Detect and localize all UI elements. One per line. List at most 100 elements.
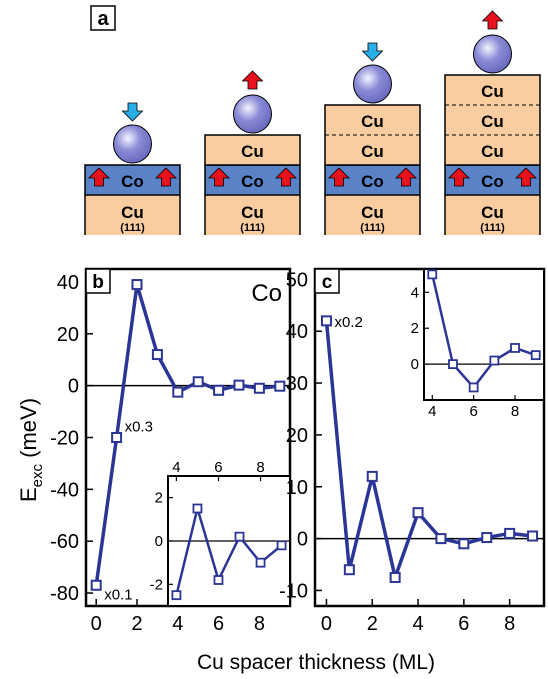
panel-a-label: a (97, 8, 109, 30)
cu-spacer-label: Cu (481, 112, 504, 131)
data-point (320, 315, 332, 327)
x-tick-label: 2 (367, 613, 378, 635)
substrate-label: Cu (361, 203, 384, 222)
adatom-spin-down-arrow (361, 42, 384, 62)
adatom-sphere (233, 94, 272, 134)
substrate-sublabel: (111) (120, 222, 145, 234)
y-tick-label: 30 (286, 373, 308, 395)
data-point (213, 384, 225, 396)
co-layer-label: Co (361, 172, 384, 191)
data-point (343, 564, 355, 576)
y-axis-label-main: E (16, 487, 41, 502)
x-tick-label: 4 (412, 613, 423, 635)
inset-y-tick-label: 0 (411, 356, 419, 373)
co-spin-up-arrow-right (395, 167, 417, 187)
data-point (458, 538, 470, 550)
co-spin-up-arrow-left (328, 167, 350, 187)
co-spin-up-arrow-right (275, 167, 297, 187)
cu-spacer-label: Cu (481, 142, 504, 161)
data-point (90, 579, 102, 591)
y-tick-label: 10 (286, 477, 308, 499)
data-point (111, 432, 123, 443)
adatom-spin-up-arrow (241, 70, 264, 90)
inset-data-point (213, 575, 224, 585)
substrate-cu-block (85, 195, 180, 235)
data-point (274, 380, 286, 392)
y-tick-label: -10 (279, 580, 308, 602)
scale-annotation: x0.2 (334, 314, 362, 331)
y-tick-label: -40 (50, 479, 79, 501)
layer-stacks: Cu(111)CoCu(111)CoCuCu(111)CoCuCuCu(111)… (84, 10, 541, 235)
data-point (151, 349, 163, 361)
data-point (481, 532, 493, 544)
y-tick-label: 40 (57, 272, 79, 294)
co-spin-up-arrow-left (448, 167, 470, 187)
substrate-sublabel: (111) (480, 222, 505, 234)
substrate-cu-block (205, 195, 300, 235)
panel-a-label-box (90, 5, 116, 31)
y-axis-label-unit: (meV) (16, 398, 41, 458)
adatom-label: Co (251, 280, 282, 307)
inset-x-tick-label: 4 (172, 459, 180, 476)
panel-label-box (85, 268, 111, 294)
x-tick-label: 0 (91, 613, 102, 635)
adatom-spin-down-arrow (121, 102, 144, 122)
x-tick-label: 0 (321, 613, 332, 635)
data-point (366, 470, 378, 482)
substrate-label: Cu (241, 203, 264, 222)
inset-data-point (427, 269, 438, 280)
x-tick-label: 8 (254, 613, 265, 635)
cu-spacer-label: Cu (481, 82, 504, 101)
x-tick-label: 2 (131, 613, 142, 635)
panel-label: c (322, 272, 333, 293)
adatom-sphere (473, 34, 512, 74)
adatom-spin-up-arrow (481, 10, 504, 30)
data-point (435, 533, 447, 545)
inset-data-point (530, 350, 541, 361)
y-tick-label: 50 (286, 269, 308, 291)
x-tick-label: 8 (504, 613, 515, 635)
inset-x-tick-label: 8 (256, 459, 264, 476)
y-tick-label: 20 (286, 425, 308, 447)
inset-frame (423, 268, 545, 401)
co-layer-label: Co (481, 172, 504, 191)
y-axis-label: Eexc (meV) (16, 398, 46, 502)
y-tick-label: 0 (297, 529, 308, 551)
cu-spacer-label: Cu (361, 112, 384, 131)
cu-spacer-block (444, 74, 541, 166)
inset-data-point (234, 531, 245, 542)
y-axis-label-sub: exc (29, 463, 46, 487)
cu-spacer-label: Cu (361, 142, 384, 161)
substrate-label: Cu (481, 203, 504, 222)
x-tick-label: 6 (213, 613, 224, 635)
y-tick-label: 20 (57, 324, 79, 346)
x-axis-label: Cu spacer thickness (ML) (197, 651, 435, 674)
inset-data-point (171, 590, 182, 601)
inset-y-tick-label: 2 (411, 320, 419, 337)
cu-spacer-block (204, 134, 301, 166)
inset-data-point (192, 503, 203, 514)
inset-x-tick-label: 8 (511, 403, 519, 420)
substrate-cu-block (445, 195, 540, 235)
x-tick-label: 6 (458, 613, 469, 635)
co-spin-up-arrow-left (88, 167, 110, 187)
data-point (131, 279, 143, 291)
inset-data-point (276, 540, 287, 551)
svg-text:Eexc (meV): Eexc (meV) (16, 398, 46, 502)
data-point (527, 530, 539, 542)
data-point (172, 386, 184, 398)
co-spin-up-arrow-left (208, 167, 230, 187)
data-point (233, 379, 245, 391)
cu-spacer-label: Cu (241, 142, 264, 161)
panel-a-schematic: a Cu(111)CoCu(111)CoCuCu(111)CoCuCuCu(11… (84, 5, 541, 235)
inset-y-tick-label: 0 (155, 533, 163, 550)
substrate-sublabel: (111) (240, 222, 265, 234)
inset-x-tick-label: 6 (469, 403, 477, 420)
substrate-label: Cu (121, 203, 144, 222)
y-tick-label: -80 (50, 583, 79, 605)
inset-y-tick-label: -2 (150, 576, 163, 593)
adatom-sphere (113, 124, 152, 164)
